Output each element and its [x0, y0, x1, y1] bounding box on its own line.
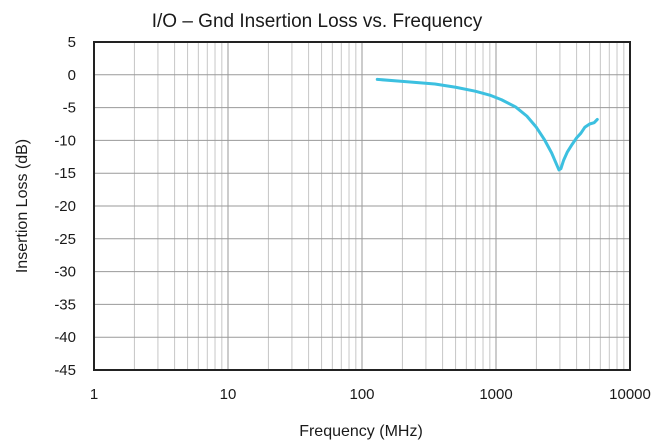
y-tick-label: -5	[63, 100, 76, 117]
plot-frame	[93, 41, 631, 371]
x-tick-labels: 1 10 100 1000 10000	[90, 386, 651, 403]
x-tick-label: 10000	[609, 386, 651, 403]
x-tick-label: 1	[90, 386, 98, 403]
y-tick-label: -30	[54, 264, 76, 281]
y-tick-labels: 5 0 -5 -10 -15 -20 -25 -30 -35 -40 -45	[54, 34, 76, 379]
y-tick-label: -45	[54, 362, 76, 379]
grid-lines	[94, 42, 630, 370]
x-axis-label: Frequency (MHz)	[299, 423, 423, 440]
chart-title: I/O – Gnd Insertion Loss vs. Frequency	[152, 11, 483, 32]
y-tick-label: -10	[54, 132, 76, 149]
y-tick-label: 5	[68, 34, 76, 51]
y-tick-label: -35	[54, 296, 76, 313]
series-line-0	[375, 77, 599, 172]
y-tick-label: -20	[54, 198, 76, 215]
y-tick-label: 0	[68, 67, 76, 84]
y-axis-label: Insertion Loss (dB)	[14, 139, 31, 273]
x-tick-label: 1000	[479, 386, 512, 403]
x-tick-label: 100	[349, 386, 374, 403]
series-layer	[375, 77, 599, 172]
y-tick-label: -25	[54, 231, 76, 248]
y-tick-label: -40	[54, 329, 76, 346]
x-tick-label: 10	[220, 386, 237, 403]
y-tick-label: -15	[54, 165, 76, 182]
